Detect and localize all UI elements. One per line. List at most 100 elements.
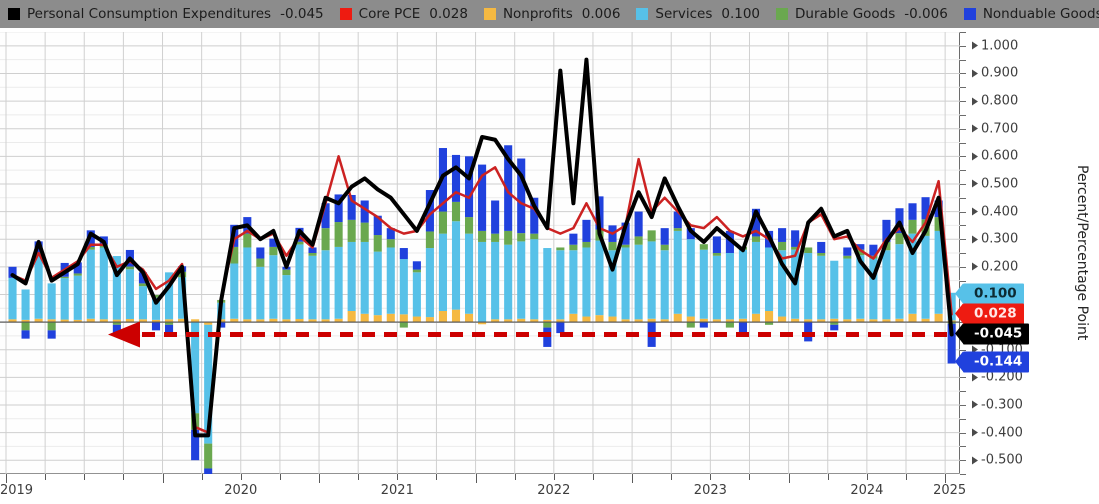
bar-segment bbox=[21, 289, 30, 320]
bar-segment bbox=[934, 217, 943, 231]
bar-segment bbox=[634, 244, 643, 320]
y-tick-label: -0.500 bbox=[972, 453, 1023, 468]
y-tick-label: -0.200 bbox=[972, 370, 1023, 385]
bar-segment bbox=[804, 253, 813, 320]
bar-segment bbox=[425, 231, 434, 249]
bar-segment bbox=[856, 244, 865, 250]
y-minor-tick bbox=[960, 183, 966, 185]
legend-label-nonprofits: Nonprofits bbox=[502, 6, 573, 22]
bar-segment bbox=[347, 194, 356, 220]
bar-segment bbox=[151, 297, 161, 320]
bar-segment bbox=[621, 247, 630, 320]
services-callout: 0.100 bbox=[955, 283, 1024, 305]
bar-segment bbox=[386, 239, 395, 248]
bar-segment bbox=[778, 241, 787, 251]
legend-label-pce: Personal Consumption Expenditures bbox=[27, 6, 272, 22]
bar-segment bbox=[934, 313, 943, 323]
legend-swatch-core-pce-icon bbox=[339, 8, 352, 20]
bar-segment bbox=[686, 316, 695, 323]
bar-segment bbox=[269, 238, 278, 247]
legend-item-nondurable-goods[interactable]: Nonduable Goods-0.144 bbox=[963, 6, 1099, 22]
bar-segment bbox=[660, 250, 669, 320]
bar-segment bbox=[125, 266, 134, 270]
bar-segment bbox=[230, 263, 239, 319]
bar-segment bbox=[751, 313, 761, 323]
bar-segment bbox=[165, 272, 174, 320]
bar-segment bbox=[699, 249, 708, 319]
bar-segment bbox=[491, 319, 500, 323]
bar-segment bbox=[804, 319, 813, 323]
bar-segment bbox=[660, 244, 669, 251]
x-tick bbox=[906, 474, 907, 480]
bar-segment bbox=[699, 318, 708, 323]
legend-item-nonprofits[interactable]: Nonprofits 0.006 bbox=[483, 6, 620, 22]
x-tick bbox=[162, 474, 164, 483]
legend-item-pce[interactable]: Personal Consumption Expenditures -0.045 bbox=[8, 6, 324, 22]
bar-segment bbox=[660, 228, 669, 245]
y-minor-tick bbox=[960, 446, 966, 448]
bar-segment bbox=[491, 233, 500, 242]
bar-segment bbox=[725, 319, 734, 323]
bar-segment bbox=[347, 219, 356, 242]
bar-segment bbox=[73, 262, 82, 274]
pce-callout-text: -0.045 bbox=[974, 325, 1023, 342]
bar-segment bbox=[230, 318, 239, 323]
bar-segment bbox=[791, 318, 800, 323]
bar-segment bbox=[725, 253, 734, 320]
bar-segment bbox=[738, 322, 747, 334]
y-minor-tick bbox=[960, 87, 966, 89]
legend-item-core-pce[interactable]: Core PCE 0.028 bbox=[339, 6, 468, 22]
bar-segment bbox=[595, 240, 604, 316]
bar-segment bbox=[60, 278, 69, 320]
pce-callout: -0.045 bbox=[954, 323, 1030, 345]
bar-segment bbox=[712, 255, 721, 320]
bar-segment bbox=[725, 230, 734, 253]
y-minor-tick bbox=[960, 280, 966, 282]
bar-segment bbox=[882, 219, 891, 242]
legend-label-services: Services bbox=[655, 6, 713, 22]
bar-segment bbox=[504, 244, 513, 320]
bar-segment bbox=[673, 228, 682, 231]
legend-item-durable-goods[interactable]: Durable Goods -0.006 bbox=[776, 6, 948, 22]
bar-segment bbox=[47, 330, 56, 339]
bar-segment bbox=[386, 228, 395, 240]
bar-segment bbox=[751, 241, 761, 314]
bar-segment bbox=[308, 253, 317, 256]
bar-segment bbox=[73, 319, 82, 323]
bar-segment bbox=[282, 275, 291, 320]
x-tick bbox=[553, 474, 555, 480]
bar-segment bbox=[321, 203, 330, 229]
bar-segment bbox=[921, 318, 930, 323]
bar-segment bbox=[34, 255, 43, 319]
bar-segment bbox=[151, 319, 161, 323]
bar-segment bbox=[686, 228, 695, 240]
bar-segment bbox=[673, 230, 682, 314]
legend-item-services[interactable]: Services 0.100 bbox=[636, 6, 760, 22]
bar-segment bbox=[73, 275, 82, 320]
bar-segment bbox=[295, 241, 304, 245]
line-pce bbox=[10, 57, 954, 438]
y-minor-tick bbox=[960, 114, 966, 116]
bar-segment bbox=[634, 211, 643, 237]
bar-segment bbox=[556, 247, 565, 251]
bar-segment bbox=[412, 261, 421, 270]
bar-segment bbox=[530, 319, 539, 323]
x-tick bbox=[827, 474, 829, 480]
bar-segment bbox=[412, 269, 421, 273]
bar-segment bbox=[830, 322, 839, 325]
bar-segment bbox=[8, 319, 17, 323]
bar-segment bbox=[791, 230, 800, 247]
bar-segment bbox=[491, 200, 500, 234]
x-axis: 2019 2020 2021 2022 2023 2024 2025 bbox=[0, 474, 966, 504]
x-tick bbox=[592, 474, 594, 480]
x-axis-label-2023: 2023 bbox=[693, 483, 727, 498]
bar-segment bbox=[438, 211, 447, 234]
bar-segment bbox=[308, 255, 317, 320]
x-tick bbox=[632, 474, 634, 483]
bar-segment bbox=[399, 322, 408, 328]
bar-segment bbox=[830, 318, 839, 323]
legend-label-durable-goods: Durable Goods bbox=[795, 6, 896, 22]
x-tick bbox=[514, 474, 516, 480]
y-minor-tick bbox=[960, 377, 966, 379]
